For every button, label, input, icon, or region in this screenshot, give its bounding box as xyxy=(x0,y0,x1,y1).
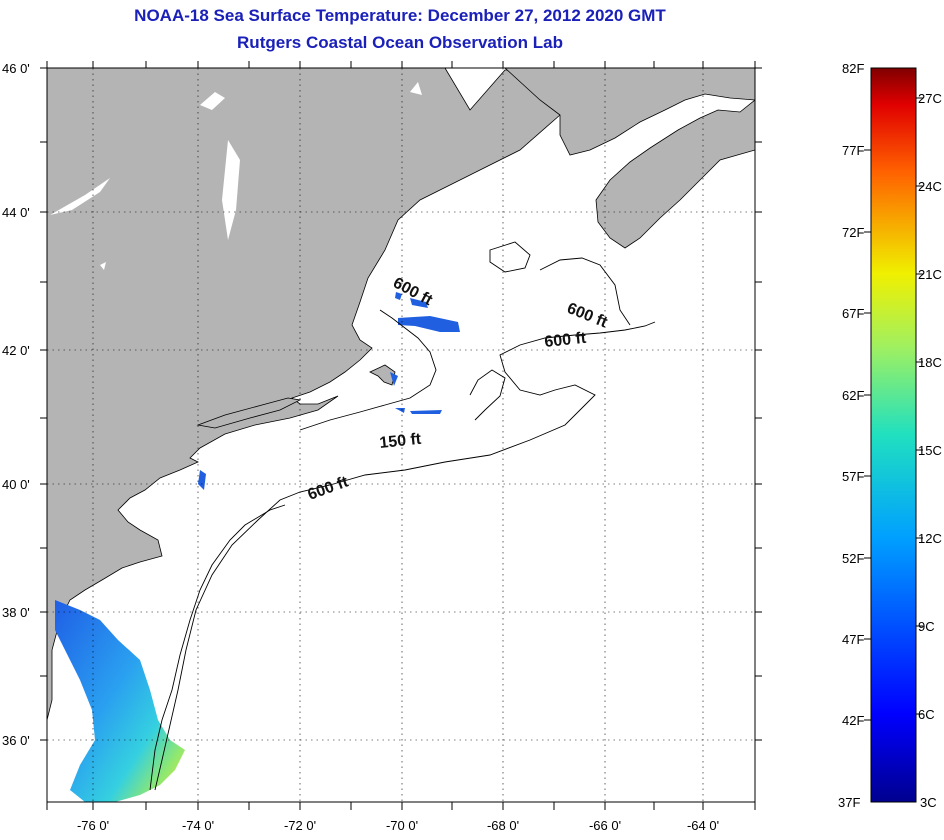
lat-label: 42 0' xyxy=(2,343,30,358)
lat-label: 46 0' xyxy=(2,61,30,76)
sst-patches xyxy=(198,292,460,490)
lon-label: -72 0' xyxy=(284,818,316,833)
lat-label: 38 0' xyxy=(2,605,30,620)
map-title: NOAA-18 Sea Surface Temperature: Decembe… xyxy=(134,6,666,25)
land-canada-north xyxy=(504,68,755,156)
latitude-labels: 46 0' 44 0' 42 0' 40 0' 38 0' 36 0' xyxy=(2,61,30,748)
grid-lines xyxy=(47,68,755,802)
map-frame xyxy=(46,67,756,803)
sst-coastal-water xyxy=(55,600,185,802)
map-subtitle: Rutgers Coastal Ocean Observation Lab xyxy=(237,33,563,52)
axis-ticks xyxy=(40,61,762,810)
contour-label: 150 ft xyxy=(379,431,423,452)
lon-label: -66 0' xyxy=(589,818,621,833)
lon-label: -70 0' xyxy=(386,818,418,833)
lon-label: -74 0' xyxy=(182,818,214,833)
longitude-labels: -76 0' -74 0' -72 0' -70 0' -68 0' -66 0… xyxy=(77,818,719,833)
depth-contours xyxy=(149,241,656,791)
land-nova-scotia xyxy=(595,99,755,249)
lat-label: 44 0' xyxy=(2,205,30,220)
land-cape-cod xyxy=(369,364,396,386)
contour-label: 600 ft xyxy=(544,330,588,351)
lon-label: -76 0' xyxy=(77,818,109,833)
lat-label: 40 0' xyxy=(2,477,30,492)
land-long-island xyxy=(196,397,302,429)
lat-label: 36 0' xyxy=(2,733,30,748)
lon-label: -64 0' xyxy=(687,818,719,833)
land-mainland xyxy=(47,68,561,721)
lon-label: -68 0' xyxy=(487,818,519,833)
inland-lakes xyxy=(50,82,422,270)
